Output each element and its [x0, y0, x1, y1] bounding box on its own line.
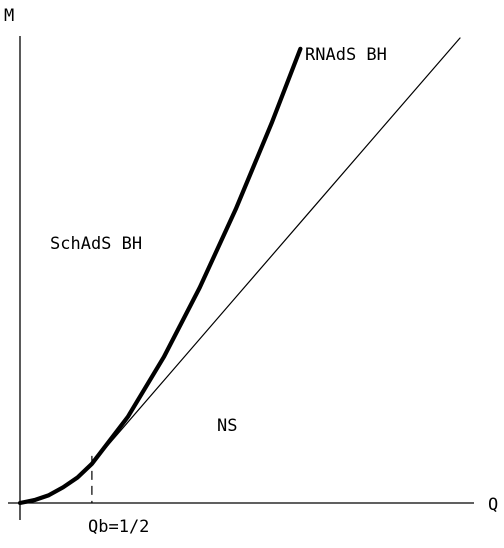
- schads-bh-label: SchAdS BH: [50, 234, 142, 254]
- rnads-bh-line: [91, 37, 461, 465]
- ns-region-label: NS: [217, 416, 237, 436]
- rnads-bh-label: RNAdS BH: [305, 45, 387, 65]
- x-axis-label: Q: [488, 495, 498, 515]
- series-layer: [17, 37, 461, 506]
- qb-label: Qb=1/2: [88, 517, 149, 537]
- schads-bh-curve: [17, 46, 303, 506]
- y-axis-label: M: [4, 6, 14, 26]
